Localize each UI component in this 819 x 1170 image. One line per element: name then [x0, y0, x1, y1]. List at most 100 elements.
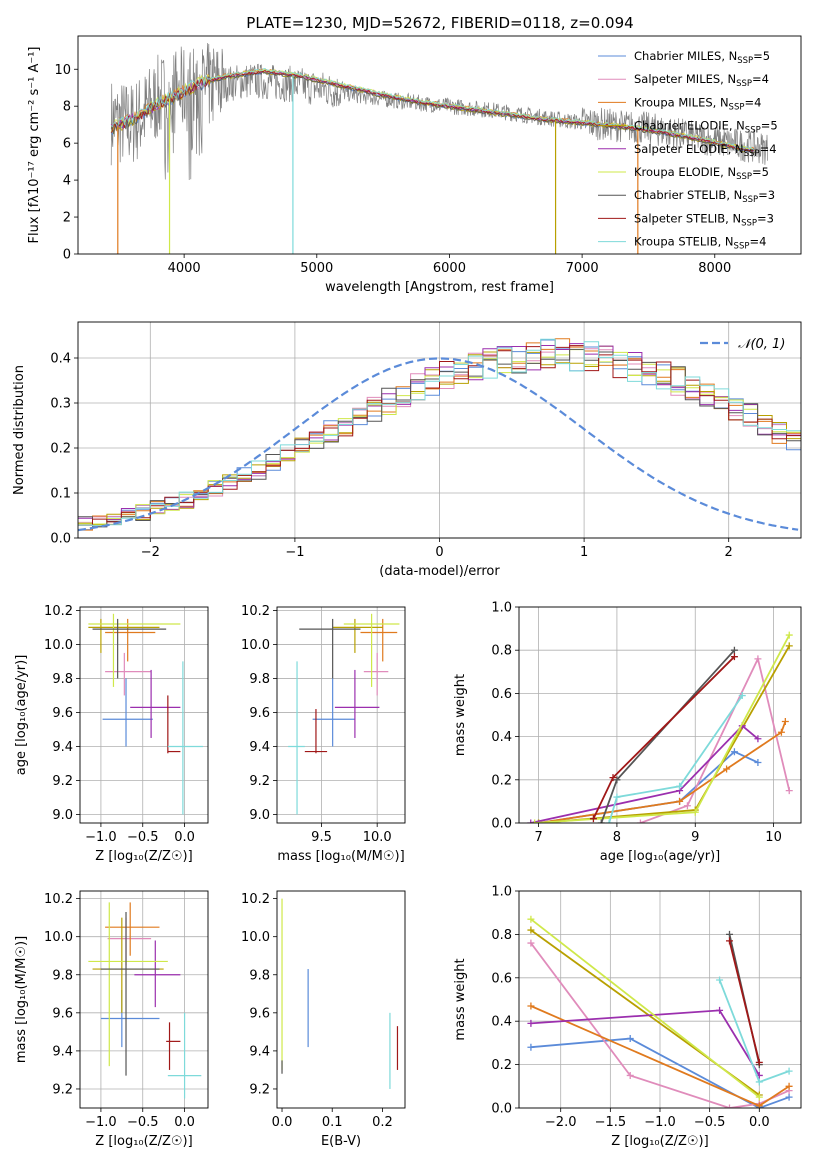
massweight_vs_age-point-marker [676, 782, 684, 790]
age_vs_Z-xtick-label: −1.0 [85, 830, 117, 845]
mass_vs_ebv-xlabel: E(B-V) [321, 1134, 361, 1149]
residuals-axes: −2 −1 0 1 2 0.0 0.1 0.2 0.3 0.4 (data-model)/error… [12, 322, 801, 579]
spectrum-ytick-label: 8 [63, 100, 71, 115]
residuals-xlabel: (data-model)/error [379, 564, 500, 579]
massweight_vs_age-point-marker [609, 774, 617, 782]
spectrum-model-line [110, 69, 755, 152]
spectrum-ylabel: Flux [fλ10⁻¹⁷ erg cm⁻² s⁻¹ A⁻¹] [27, 47, 42, 244]
mass_vs_ebv-ytick-label: 9.8 [249, 968, 270, 983]
spectrum-legend-entry: Salpeter ELODIE, NSSP=4 [634, 142, 777, 159]
massweight_vs_Z-point-marker [527, 915, 535, 923]
mass_vs_ebv-ytick-label: 10.2 [241, 892, 270, 907]
residuals-plot [78, 338, 801, 532]
massweight_vs_Z-xtick-label: −1.0 [644, 1115, 676, 1130]
figure-title: PLATE=1230, MJD=52672, FIBERID=0118, z=0… [246, 14, 633, 32]
massweight_vs_age-point-marker [754, 759, 762, 767]
massweight_vs_age-point-marker [785, 787, 793, 795]
spectrum-frame [77, 35, 802, 255]
massweight_vs_Z-point-marker [755, 1058, 763, 1066]
mass_vs_Z-xtick-label: 0.0 [174, 1115, 195, 1130]
massweight_vs_Z-point-marker [726, 930, 734, 938]
massweight_vs_Z-point-marker [755, 1102, 763, 1108]
residuals-ytick-label: 0.4 [50, 352, 71, 367]
age_vs_Z-plot [88, 613, 203, 815]
massweight_vs_Z-ytick-label: 0.0 [491, 1102, 512, 1117]
age_vs_mass-ytick-label: 9.2 [249, 774, 270, 789]
massweight_vs_Z-xtick-label: −2.0 [545, 1115, 577, 1130]
massweight_vs_Z-xtick-label: 0.0 [749, 1115, 770, 1130]
age_vs_mass-plot [288, 613, 400, 815]
spectrum-ytick-label: 4 [63, 174, 71, 189]
massweight_vs_Z-point-marker [527, 939, 535, 947]
age_vs_mass-xtick-label: 10.0 [363, 830, 392, 845]
age_vs_mass-axes: 9.5 10.0 9.0 9.2 9.4 9.6 9.8 10.0 10.2 mass [log₁… [241, 604, 405, 864]
massweight_vs_age-point-marker [691, 808, 699, 816]
massweight_vs_age-point-marker [781, 717, 789, 725]
massweight_vs_age-ytick-label: 0.6 [491, 687, 512, 702]
mass_vs_ebv-ytick-label: 9.6 [249, 1006, 270, 1021]
spectrum-legend-entry: Kroupa ELODIE, NSSP=5 [634, 165, 769, 182]
mass_vs_Z-ytick-label: 9.4 [52, 1044, 73, 1059]
mass_vs_ebv-xtick-label: 0.0 [272, 1115, 293, 1130]
mass_vs_ebv-frame [276, 890, 406, 1109]
mass_vs_Z-ytick-label: 9.6 [52, 1006, 73, 1021]
massweight_vs_age-point-marker [777, 728, 785, 736]
massweight_vs_Z-point-marker [527, 1002, 535, 1010]
massweight_vs_age-point-marker [754, 735, 762, 743]
mass_vs_Z-ytick-label: 10.0 [44, 930, 73, 945]
massweight_vs_age-point-marker [785, 631, 793, 639]
massweight_vs_age-point-marker [785, 642, 793, 650]
residuals-gaussian-line [78, 357, 799, 532]
massweight_vs_age-ytick-label: 0.0 [491, 817, 512, 832]
spectrum-legend-count: =4 [752, 72, 769, 86]
massweight_vs_Z-ytick-label: 0.8 [491, 928, 512, 943]
massweight_vs_age-point-marker [730, 748, 738, 756]
mass_vs_Z-axes: −1.0 −0.5 0.0 9.2 9.4 9.6 9.8 10.0 10.2 Z [log₁₀(… [14, 891, 208, 1149]
spectrum-legend-count: =4 [749, 235, 766, 249]
mass_vs_Z-ytick-label: 10.2 [44, 892, 73, 907]
massweight_vs_Z-point-marker [785, 1082, 793, 1090]
spectrum-legend-count: =3 [757, 211, 774, 225]
residuals-ytick-label: 0.0 [50, 532, 71, 547]
massweight_vs_Z-frame [518, 890, 802, 1109]
massweight_vs_age-point-marker [754, 655, 762, 663]
spectrum-legend-subscript: SSP [737, 56, 753, 66]
mass_vs_ebv-xtick-label: 0.1 [322, 1115, 343, 1130]
massweight_vs_Z-point-marker [527, 1043, 535, 1051]
age_vs_Z-ytick-label: 9.8 [52, 672, 73, 687]
massweight_vs_age-xtick-label: 8 [613, 830, 621, 845]
residuals-ytick-label: 0.3 [50, 397, 71, 412]
massweight_vs_age-point-marker [738, 692, 746, 700]
massweight_vs_Z-series-line [728, 940, 761, 1063]
massweight_vs_age-point-marker [589, 815, 597, 823]
massweight_vs_age-ytick-label: 0.4 [491, 730, 512, 745]
mass_vs_Z-ylabel: mass [log₁₀(M/M☉)] [14, 936, 29, 1063]
age_vs_Z-ylabel: age [log₁₀(age/yr)] [14, 655, 29, 776]
age_vs_mass-frame [276, 606, 406, 824]
residuals-legend-label: 𝒩(0, 1) [738, 337, 785, 352]
massweight_vs_Z-point-marker [626, 1035, 634, 1043]
mass_vs_ebv-xtick-label: 0.2 [372, 1115, 393, 1130]
spectrum-legend-subscript: SSP [741, 218, 757, 228]
residuals-frame [77, 321, 802, 539]
spectrum-legend-subscript: SSP [744, 149, 760, 159]
age_vs_Z-ytick-label: 10.0 [44, 638, 73, 653]
massweight_vs_Z-series-line [530, 1037, 790, 1108]
age_vs_mass-ytick-label: 9.6 [249, 706, 270, 721]
massweight_vs_Z-point-marker [726, 1104, 734, 1108]
massweight_vs_age-ytick-label: 1.0 [491, 601, 512, 616]
residuals-legend: 𝒩(0, 1) [700, 337, 785, 352]
residuals-ylabel: Normed distribution [12, 365, 27, 495]
massweight_vs_age-series-line [538, 750, 759, 823]
spectrum-legend-entry: Kroupa STELIB, NSSP=4 [634, 235, 766, 252]
age_vs_Z-axes: −1.0 −0.5 0.0 9.0 9.2 9.4 9.6 9.8 10.0 10.2 Z [log… [14, 604, 208, 864]
mass_vs_Z-xtick-label: −0.5 [127, 1115, 159, 1130]
mass_vs_ebv-ytick-label: 10.0 [241, 930, 270, 945]
age_vs_mass-ytick-label: 9.8 [249, 672, 270, 687]
massweight_vs_age-point-marker [613, 793, 621, 801]
residuals-xtick-label: 0 [435, 545, 443, 560]
massweight_vs_age-ytick-label: 0.8 [491, 644, 512, 659]
massweight_vs_Z-point-marker [716, 976, 724, 984]
age_vs_Z-ytick-label: 9.2 [52, 774, 73, 789]
